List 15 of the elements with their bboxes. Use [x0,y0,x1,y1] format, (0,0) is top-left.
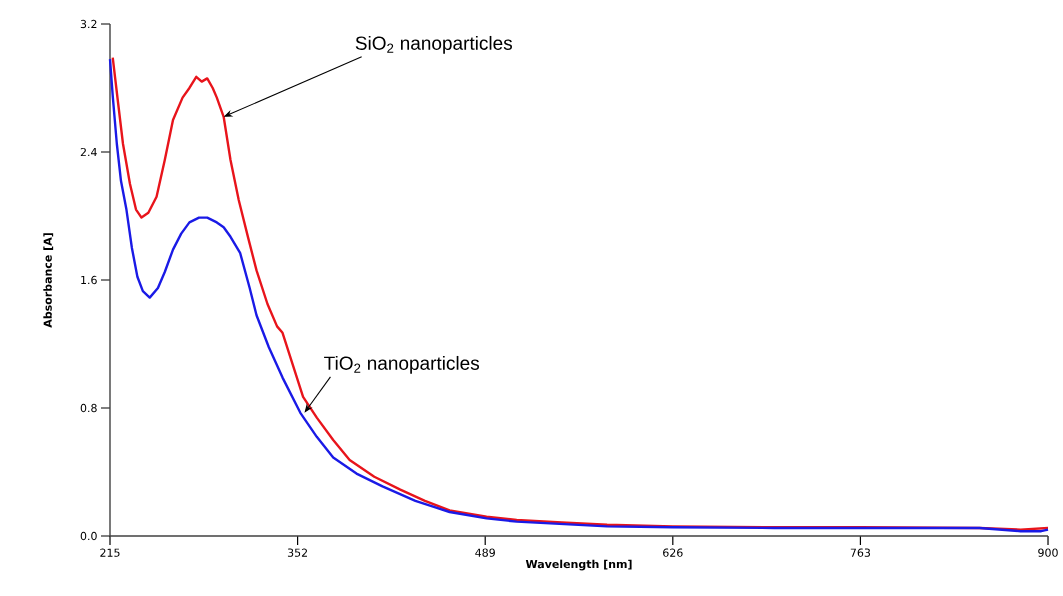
y-tick-label: 0.8 [80,403,97,413]
x-tick-label: 215 [100,548,120,557]
y-axis-title: Absorbance [A] [43,233,54,328]
x-tick-label: 352 [287,548,307,557]
x-tick-label: 489 [475,548,495,557]
x-tick-label: 763 [850,548,871,557]
x-tick-label: 900 [1038,548,1058,557]
annotation: TiO$_{2}$ nanoparticles [324,355,480,374]
y-tick-label: 0.0 [80,531,97,541]
y-tick-label: 1.6 [81,275,97,285]
x-axis-title: Wavelength [nm] [525,559,632,571]
annotation: SiO$_{2}$ nanoparticles [355,35,513,54]
x-tick-label: 626 [663,548,683,557]
y-tick-label: 2.4 [80,147,97,157]
y-tick-label: 3.2 [80,19,97,29]
